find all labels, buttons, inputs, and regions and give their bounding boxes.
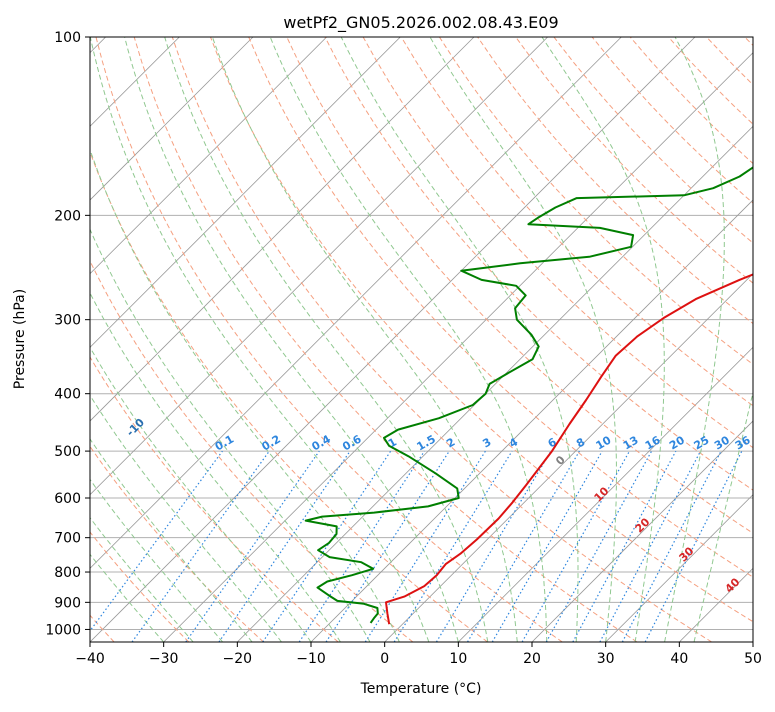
y-tick-label: 1000	[45, 622, 81, 638]
x-tick-label: 30	[597, 651, 615, 667]
y-tick-label: 100	[54, 30, 81, 46]
x-tick-label: 0	[380, 651, 389, 667]
y-tick-label: 200	[54, 208, 81, 224]
x-tick-label: −20	[223, 651, 253, 667]
y-tick-label: 700	[54, 531, 81, 547]
y-axis-label: Pressure (hPa)	[12, 289, 28, 389]
x-tick-label: −10	[296, 651, 326, 667]
y-tick-label: 500	[54, 444, 81, 460]
x-tick-label: 10	[449, 651, 467, 667]
y-tick-label: 300	[54, 313, 81, 329]
chart-title: wetPf2_GN05.2026.002.08.43.E09	[283, 13, 558, 33]
y-tick-label: 900	[54, 595, 81, 611]
x-tick-label: 20	[523, 651, 541, 667]
x-axis-label: Temperature (°C)	[360, 681, 482, 697]
y-tick-label: 800	[54, 565, 81, 581]
x-tick-label: −40	[75, 651, 105, 667]
x-tick-label: 40	[670, 651, 688, 667]
y-tick-label: 600	[54, 491, 81, 507]
x-tick-label: −30	[149, 651, 179, 667]
x-tick-label: 50	[744, 651, 762, 667]
y-tick-label: 400	[54, 387, 81, 403]
